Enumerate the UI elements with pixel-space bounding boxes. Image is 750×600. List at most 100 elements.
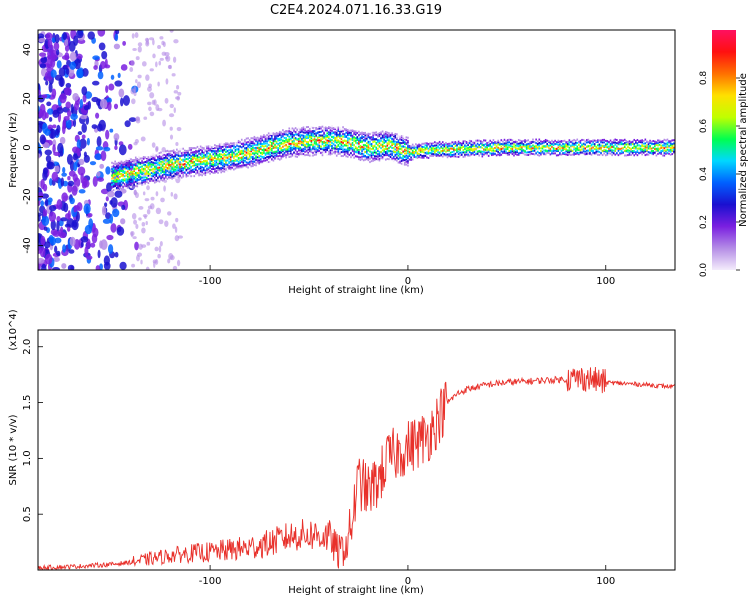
heatmap-cell (45, 155, 52, 163)
heatmap-cell (408, 148, 411, 151)
heatmap-cell (538, 144, 541, 147)
heatmap-cell (127, 159, 129, 162)
heatmap-cell (288, 140, 291, 143)
heatmap-cell (495, 141, 498, 144)
heatmap-cell (69, 197, 75, 205)
heatmap-cell (229, 151, 232, 154)
heatmap-cell (622, 146, 624, 149)
heatmap-cell (449, 151, 452, 154)
heatmap-cell (394, 151, 397, 154)
heatmap-cell (237, 148, 240, 151)
heatmap-cell (555, 147, 558, 150)
heatmap-cell (513, 145, 515, 148)
heatmap-cell (176, 157, 178, 160)
heatmap-cell (304, 143, 306, 146)
heatmap-cell (320, 131, 322, 134)
heatmap-cell (283, 133, 286, 136)
heatmap-cell (505, 148, 507, 151)
heatmap-cell (650, 142, 653, 145)
heatmap-cell (297, 130, 300, 133)
heatmap-cell (652, 153, 655, 156)
heatmap-cell (316, 127, 319, 130)
heatmap-cell (182, 167, 185, 170)
heatmap-cell (144, 215, 147, 219)
heatmap-cell (354, 141, 357, 144)
heatmap-cell (321, 147, 324, 150)
heatmap-cell (138, 158, 140, 161)
heatmap-cell (386, 152, 389, 155)
heatmap-cell (655, 147, 658, 150)
heatmap-cell (443, 153, 446, 156)
heatmap-cell (521, 150, 523, 153)
y-tick-label: 1.0 (22, 450, 33, 466)
heatmap-cell (421, 148, 423, 151)
colorbar: 0.00.20.40.60.8 Normalized spectral ampl… (699, 30, 749, 277)
heatmap-cell (573, 152, 575, 155)
heatmap-cell (646, 144, 648, 147)
heatmap-cell (196, 159, 199, 162)
heatmap-cell (166, 177, 169, 180)
heatmap-cell (484, 143, 487, 146)
heatmap-cell (225, 143, 227, 146)
heatmap-cell (464, 140, 466, 143)
heatmap-cell (163, 172, 166, 175)
heatmap-cell (456, 142, 458, 145)
heatmap-cell (274, 150, 276, 153)
heatmap-cell (244, 160, 246, 163)
heatmap-cell (201, 174, 204, 177)
heatmap-cell (334, 147, 336, 150)
heatmap-cell (658, 147, 661, 150)
heatmap-cell (309, 127, 311, 130)
heatmap-cell (578, 147, 580, 150)
heatmap-cell (506, 146, 509, 149)
heatmap-cell (492, 147, 495, 150)
heatmap-cell (557, 149, 560, 152)
heatmap-cell (81, 123, 87, 133)
heatmap-cell (345, 155, 348, 158)
heatmap-cell (603, 152, 605, 155)
heatmap-cell (559, 153, 561, 156)
heatmap-cell (239, 161, 241, 164)
heatmap-cell (419, 147, 422, 150)
heatmap-cell (476, 150, 479, 153)
heatmap-cell (347, 131, 349, 134)
heatmap-cell (328, 133, 330, 136)
heatmap-cell (77, 131, 83, 136)
heatmap-cell (201, 171, 204, 174)
heatmap-cell (141, 183, 143, 186)
heatmap-cell (264, 156, 267, 159)
heatmap-cell (305, 142, 308, 145)
heatmap-cell (138, 166, 140, 169)
heatmap-cell (465, 153, 468, 156)
heatmap-cell (392, 157, 395, 160)
heatmap-cell (173, 39, 179, 44)
heatmap-cell (644, 146, 647, 149)
heatmap-cell (96, 123, 103, 132)
heatmap-cell (233, 156, 235, 159)
heatmap-cell (267, 147, 270, 150)
heatmap-cell (185, 173, 188, 176)
heatmap-cell (386, 144, 389, 147)
heatmap-cell (369, 136, 371, 139)
heatmap-cell (646, 140, 648, 143)
heatmap-cell (119, 181, 121, 184)
heatmap-cell (202, 167, 205, 170)
heatmap-cell (370, 143, 373, 146)
heatmap-cell (176, 153, 178, 156)
heatmap-cell (307, 133, 310, 136)
heatmap-cell (465, 145, 468, 148)
heatmap-cell (503, 151, 506, 154)
heatmap-cell (199, 165, 202, 168)
heatmap-cell (612, 141, 615, 144)
heatmap-cell (160, 177, 162, 180)
heatmap-cell (97, 71, 104, 80)
heatmap-cell (453, 150, 455, 153)
heatmap-cell (56, 220, 60, 232)
heatmap-cell (434, 151, 436, 154)
heatmap-cell (185, 151, 188, 154)
heatmap-cell (669, 150, 672, 153)
heatmap-cell (73, 205, 78, 213)
heatmap-cell (174, 170, 177, 173)
heatmap-cell (576, 147, 579, 150)
heatmap-cell (245, 156, 248, 159)
